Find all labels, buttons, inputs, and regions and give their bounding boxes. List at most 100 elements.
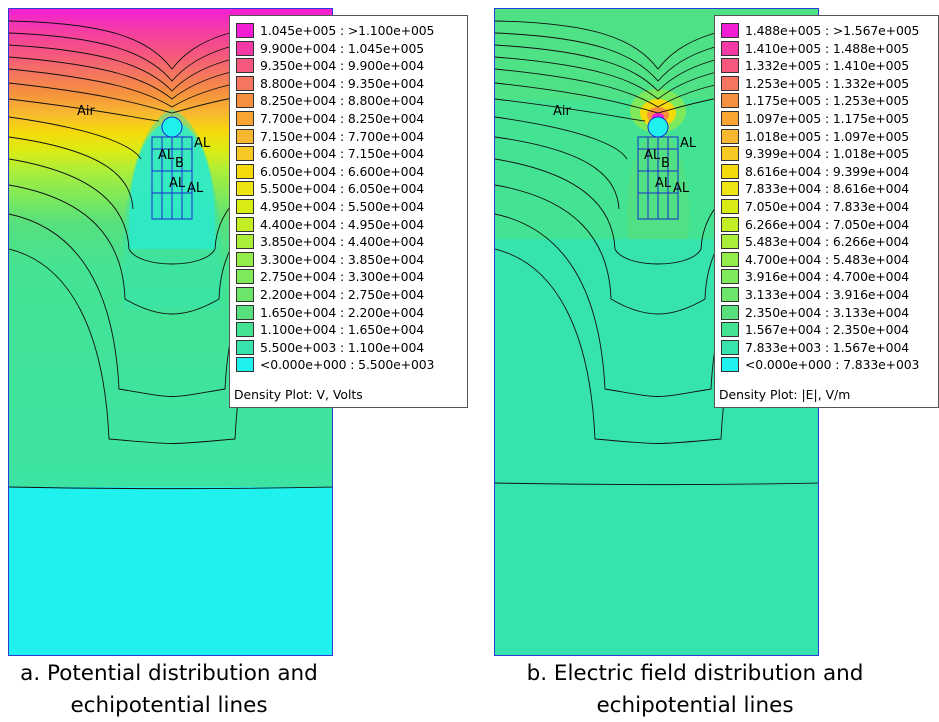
legend-entry: 1.018e+005 : 1.097e+005: [721, 128, 909, 145]
legend-swatch: [721, 251, 739, 267]
legend-swatch: [236, 322, 254, 338]
legend-swatch: [721, 93, 739, 109]
b-label: B: [661, 156, 670, 171]
legend-swatch: [721, 163, 739, 179]
legend-entry: 5.500e+003 : 1.100e+004: [236, 339, 424, 356]
legend-label: 1.332e+005 : 1.410e+005: [745, 58, 910, 74]
legend-entry: 1.097e+005 : 1.175e+005: [721, 110, 909, 127]
legend-label: 2.350e+004 : 3.133e+004: [745, 304, 910, 320]
legend-label: 4.700e+004 : 5.483e+004: [745, 251, 910, 267]
legend-entry: 7.833e+004 : 8.616e+004: [721, 180, 909, 197]
legend-swatch: [236, 269, 254, 285]
legend-swatch: [721, 75, 739, 91]
al-label: AL: [655, 176, 672, 191]
legend-entry: 3.133e+004 : 3.916e+004: [721, 286, 909, 303]
legend-entry: 1.100e+004 : 1.650e+004: [236, 321, 424, 338]
legend-entry: 9.399e+004 : 1.018e+005: [721, 145, 909, 162]
legend-entry: 2.350e+004 : 3.133e+004: [721, 304, 909, 321]
air-label: Air: [553, 104, 572, 119]
legend-swatch: [236, 128, 254, 144]
legend-label: 3.916e+004 : 4.700e+004: [745, 269, 910, 285]
legend-swatch: [236, 181, 254, 197]
legend-label: 2.750e+004 : 3.300e+004: [260, 269, 425, 285]
legend-label: 9.350e+004 : 9.900e+004: [260, 58, 425, 74]
legend-label: 5.500e+004 : 6.050e+004: [260, 181, 425, 197]
legend-entry: 3.300e+004 : 3.850e+004: [236, 251, 424, 268]
legend-entry: 1.253e+005 : 1.332e+005: [721, 75, 909, 92]
caption-b: b. Electric field distribution and echip…: [465, 658, 925, 722]
legend-label: 8.250e+004 : 8.800e+004: [260, 93, 425, 109]
legend-entry: 8.250e+004 : 8.800e+004: [236, 92, 424, 109]
legend-entry: 1.567e+004 : 2.350e+004: [721, 321, 909, 338]
conductor-assembly: [637, 116, 679, 220]
legend-swatch: [721, 304, 739, 320]
legend-entry: 6.266e+004 : 7.050e+004: [721, 216, 909, 233]
al-label: AL: [194, 136, 211, 151]
legend-label: 7.833e+003 : 1.567e+004: [745, 339, 910, 355]
legend-label: 1.253e+005 : 1.332e+005: [745, 75, 910, 91]
legend-label: 8.800e+004 : 9.350e+004: [260, 75, 425, 91]
legend-label: 1.650e+004 : 2.200e+004: [260, 304, 425, 320]
legend-swatch: [236, 111, 254, 126]
legend-swatch: [721, 339, 739, 355]
al-label: AL: [680, 136, 697, 151]
legend-entry: 1.410e+005 : 1.488e+005: [721, 40, 909, 57]
legend-swatch: [721, 111, 739, 126]
legend-b: 1.488e+005 : >1.567e+005 1.410e+005 : 1.4…: [714, 15, 939, 408]
legend-swatch: [236, 58, 254, 74]
legend-entry: 6.050e+004 : 6.600e+004: [236, 163, 424, 180]
legend-label: 6.050e+004 : 6.600e+004: [260, 163, 425, 179]
legend-entry: 6.600e+004 : 7.150e+004: [236, 145, 424, 162]
legend-swatch: [236, 304, 254, 320]
legend-swatch: [236, 163, 254, 179]
legend-label: 1.175e+005 : 1.253e+005: [745, 93, 910, 109]
legend-entry: 5.483e+004 : 6.266e+004: [721, 233, 909, 250]
legend-label: 6.600e+004 : 7.150e+004: [260, 146, 425, 162]
legend-label: 2.200e+004 : 2.750e+004: [260, 287, 425, 302]
b-label: B: [175, 156, 184, 171]
legend-swatch: [721, 199, 739, 214]
legend-swatch: [721, 234, 739, 250]
legend-swatch: [236, 287, 254, 302]
legend-swatch: [236, 146, 254, 162]
legend-a: 1.045e+005 : >1.100e+005 9.900e+004 : 1.0…: [229, 15, 468, 408]
caption-line: echipotential lines: [596, 693, 794, 718]
al-label: AL: [169, 176, 186, 191]
potential-plot: Air AL AL B AL AL: [8, 8, 333, 656]
legend-label: 9.399e+004 : 1.018e+005: [745, 146, 910, 162]
legend-swatch: [236, 40, 254, 56]
legend-entry: 5.500e+004 : 6.050e+004: [236, 180, 424, 197]
legend-swatch: [721, 146, 739, 162]
legend-swatch: [721, 40, 739, 56]
legend-label: 5.483e+004 : 6.266e+004: [745, 234, 910, 250]
legend-entry: 8.800e+004 : 9.350e+004: [236, 75, 424, 92]
legend-label: 4.950e+004 : 5.500e+004: [260, 199, 425, 214]
legend-entry: 4.400e+004 : 4.950e+004: [236, 216, 424, 233]
legend-entry: 4.950e+004 : 5.500e+004: [236, 198, 424, 215]
legend-label: 3.133e+004 : 3.916e+004: [745, 287, 910, 302]
legend-entry: 4.700e+004 : 5.483e+004: [721, 251, 909, 268]
legend-label: 3.850e+004 : 4.400e+004: [260, 234, 425, 250]
conductor-assembly: [151, 116, 193, 220]
legend-entry: 2.200e+004 : 2.750e+004: [236, 286, 424, 303]
legend-label: 8.616e+004 : 9.399e+004: [745, 163, 910, 179]
legend-swatch: [721, 23, 739, 38]
caption-line: b. Electric field distribution and: [526, 661, 864, 686]
legend-entry: 1.488e+005 : >1.567e+005: [721, 22, 919, 39]
legend-swatch: [236, 75, 254, 91]
legend-swatch: [236, 339, 254, 355]
legend-entry: 7.150e+004 : 7.700e+004: [236, 128, 424, 145]
legend-swatch: [236, 23, 254, 38]
al-label: AL: [644, 148, 661, 163]
legend-entry: 7.700e+004 : 8.250e+004: [236, 110, 424, 127]
potential-density-svg: Air AL AL B AL AL: [9, 9, 332, 655]
legend-label: 6.266e+004 : 7.050e+004: [745, 216, 910, 232]
legend-label: 1.488e+005 : >1.567e+005: [745, 23, 920, 38]
legend-label: <0.000e+000 : 5.500e+003: [260, 357, 435, 373]
legend-entry: 9.350e+004 : 9.900e+004: [236, 57, 424, 74]
caption-line: a. Potential distribution and: [20, 661, 318, 686]
caption-a: a. Potential distribution and echipotent…: [0, 658, 399, 722]
legend-entry: <0.000e+000 : 5.500e+003: [236, 356, 434, 373]
legend-entry: 1.332e+005 : 1.410e+005: [721, 57, 909, 74]
legend-entry: 3.916e+004 : 4.700e+004: [721, 268, 909, 285]
